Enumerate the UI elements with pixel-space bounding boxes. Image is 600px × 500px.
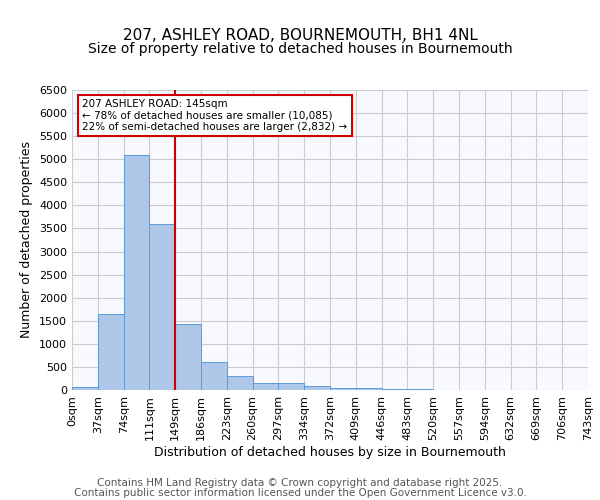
X-axis label: Distribution of detached houses by size in Bournemouth: Distribution of detached houses by size …: [154, 446, 506, 458]
Bar: [330, 388, 356, 390]
Bar: [98, 314, 124, 390]
Text: Contains HM Land Registry data © Crown copyright and database right 2025.: Contains HM Land Registry data © Crown c…: [97, 478, 503, 488]
Bar: [201, 362, 227, 390]
Text: 207, ASHLEY ROAD, BOURNEMOUTH, BH1 4NL: 207, ASHLEY ROAD, BOURNEMOUTH, BH1 4NL: [122, 28, 478, 42]
Bar: [175, 324, 201, 390]
Text: Contains public sector information licensed under the Open Government Licence v3: Contains public sector information licen…: [74, 488, 526, 498]
Bar: [356, 388, 382, 390]
Bar: [278, 384, 304, 390]
Bar: [382, 389, 407, 390]
Bar: [227, 376, 253, 390]
Bar: [149, 224, 175, 390]
Y-axis label: Number of detached properties: Number of detached properties: [20, 142, 34, 338]
Bar: [124, 154, 149, 390]
Bar: [253, 382, 278, 390]
Text: Size of property relative to detached houses in Bournemouth: Size of property relative to detached ho…: [88, 42, 512, 56]
Text: 207 ASHLEY ROAD: 145sqm
← 78% of detached houses are smaller (10,085)
22% of sem: 207 ASHLEY ROAD: 145sqm ← 78% of detache…: [82, 99, 347, 132]
Bar: [304, 386, 330, 390]
Bar: [72, 387, 98, 390]
